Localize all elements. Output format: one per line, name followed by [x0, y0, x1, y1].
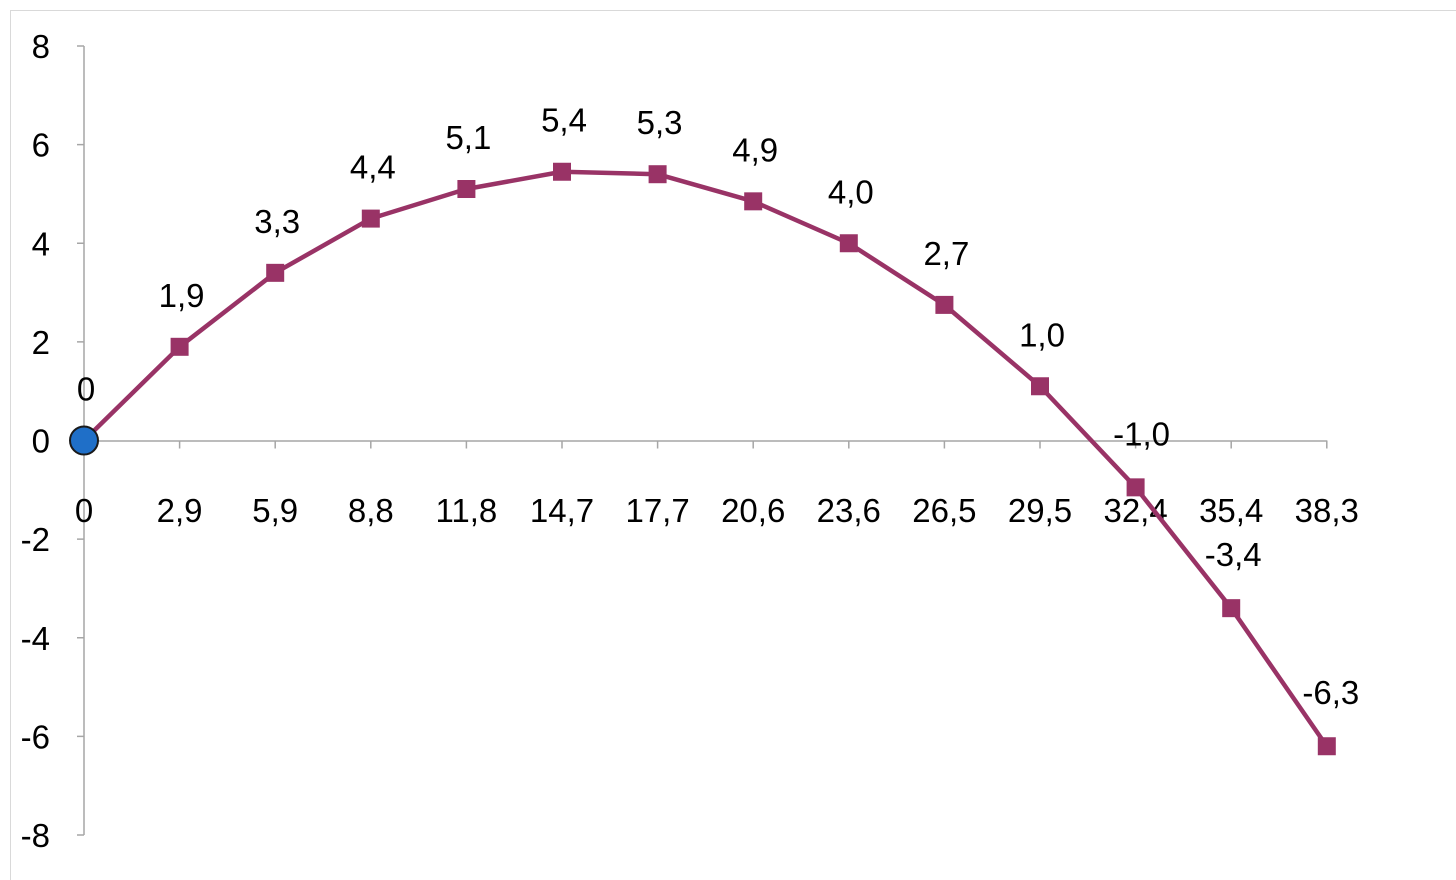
data-label: 2,7 — [923, 235, 969, 272]
x-tick-label: 0 — [75, 492, 93, 529]
x-tick-label: 11,8 — [436, 492, 498, 529]
y-tick-label: 8 — [32, 28, 50, 65]
data-point-marker — [69, 425, 99, 456]
data-label: 4,4 — [350, 149, 396, 186]
x-tick-label: 8,8 — [348, 492, 394, 529]
data-point-marker — [170, 337, 189, 356]
data-point-marker — [1222, 599, 1241, 618]
data-point-marker — [744, 192, 763, 211]
data-label: -3,4 — [1205, 536, 1262, 573]
chart-frame — [10, 10, 1456, 880]
data-markers — [69, 162, 1336, 756]
y-tick-label: -2 — [21, 521, 50, 558]
data-label: 4,9 — [732, 131, 778, 168]
x-tick-label: 38,3 — [1295, 492, 1359, 529]
y-tick-label: 6 — [32, 127, 50, 164]
series-path — [82, 169, 1329, 748]
x-tick-label: 32,4 — [1103, 492, 1167, 529]
x-tick-label: 5,9 — [252, 492, 298, 529]
data-label: -1,0 — [1113, 415, 1170, 452]
y-tick-label: -6 — [21, 718, 50, 755]
data-point-marker — [553, 162, 571, 181]
x-tick-label: 17,7 — [625, 492, 689, 529]
data-label: 1,0 — [1019, 316, 1065, 353]
x-tick-label: 23,6 — [817, 492, 881, 529]
data-point-marker — [648, 165, 667, 184]
data-label: 4,0 — [828, 173, 874, 210]
data-point-marker — [1317, 737, 1336, 756]
data-label: 5,1 — [445, 119, 491, 156]
y-tick-label: 4 — [32, 225, 50, 262]
x-ticks: 0 2,9 5,9 8,8 11,8 14,7 17,7 20,6 23,6 26,5 29,5 32… — [75, 440, 1359, 529]
series-line — [82, 169, 1329, 748]
x-tick-label: 29,5 — [1008, 492, 1072, 529]
data-label: 0 — [77, 371, 95, 408]
data-label: 5,4 — [541, 102, 587, 139]
y-ticks: 8 6 4 2 0 -2 -4 -6 -8 — [21, 28, 84, 854]
x-tick-label: 26,5 — [912, 492, 976, 529]
y-tick-label: -4 — [21, 620, 50, 657]
x-tick-label: 35,4 — [1199, 492, 1263, 529]
data-labels: 0 1,9 3,3 4,4 5,1 5,4 5,3 4,9 4,0 2,7 1,0 -1,0 -3,4 -… — [77, 102, 1359, 711]
x-tick-label: 14,7 — [530, 492, 594, 529]
data-point-marker — [361, 209, 380, 228]
data-point-marker — [839, 234, 858, 253]
data-label: -6,3 — [1302, 674, 1359, 711]
data-point-marker — [266, 263, 285, 282]
y-tick-label: -8 — [21, 817, 50, 854]
data-label: 3,3 — [254, 203, 300, 240]
data-label: 5,3 — [637, 104, 683, 141]
x-tick-label: 20,6 — [721, 492, 785, 529]
data-point-marker — [1031, 377, 1049, 396]
data-point-marker — [457, 180, 476, 199]
y-tick-label: 2 — [32, 324, 50, 361]
y-tick-label: 0 — [32, 423, 50, 460]
data-point-marker — [1126, 478, 1145, 497]
x-tick-label: 2,9 — [157, 492, 203, 529]
data-point-marker — [935, 295, 954, 314]
data-label: 1,9 — [159, 277, 205, 314]
